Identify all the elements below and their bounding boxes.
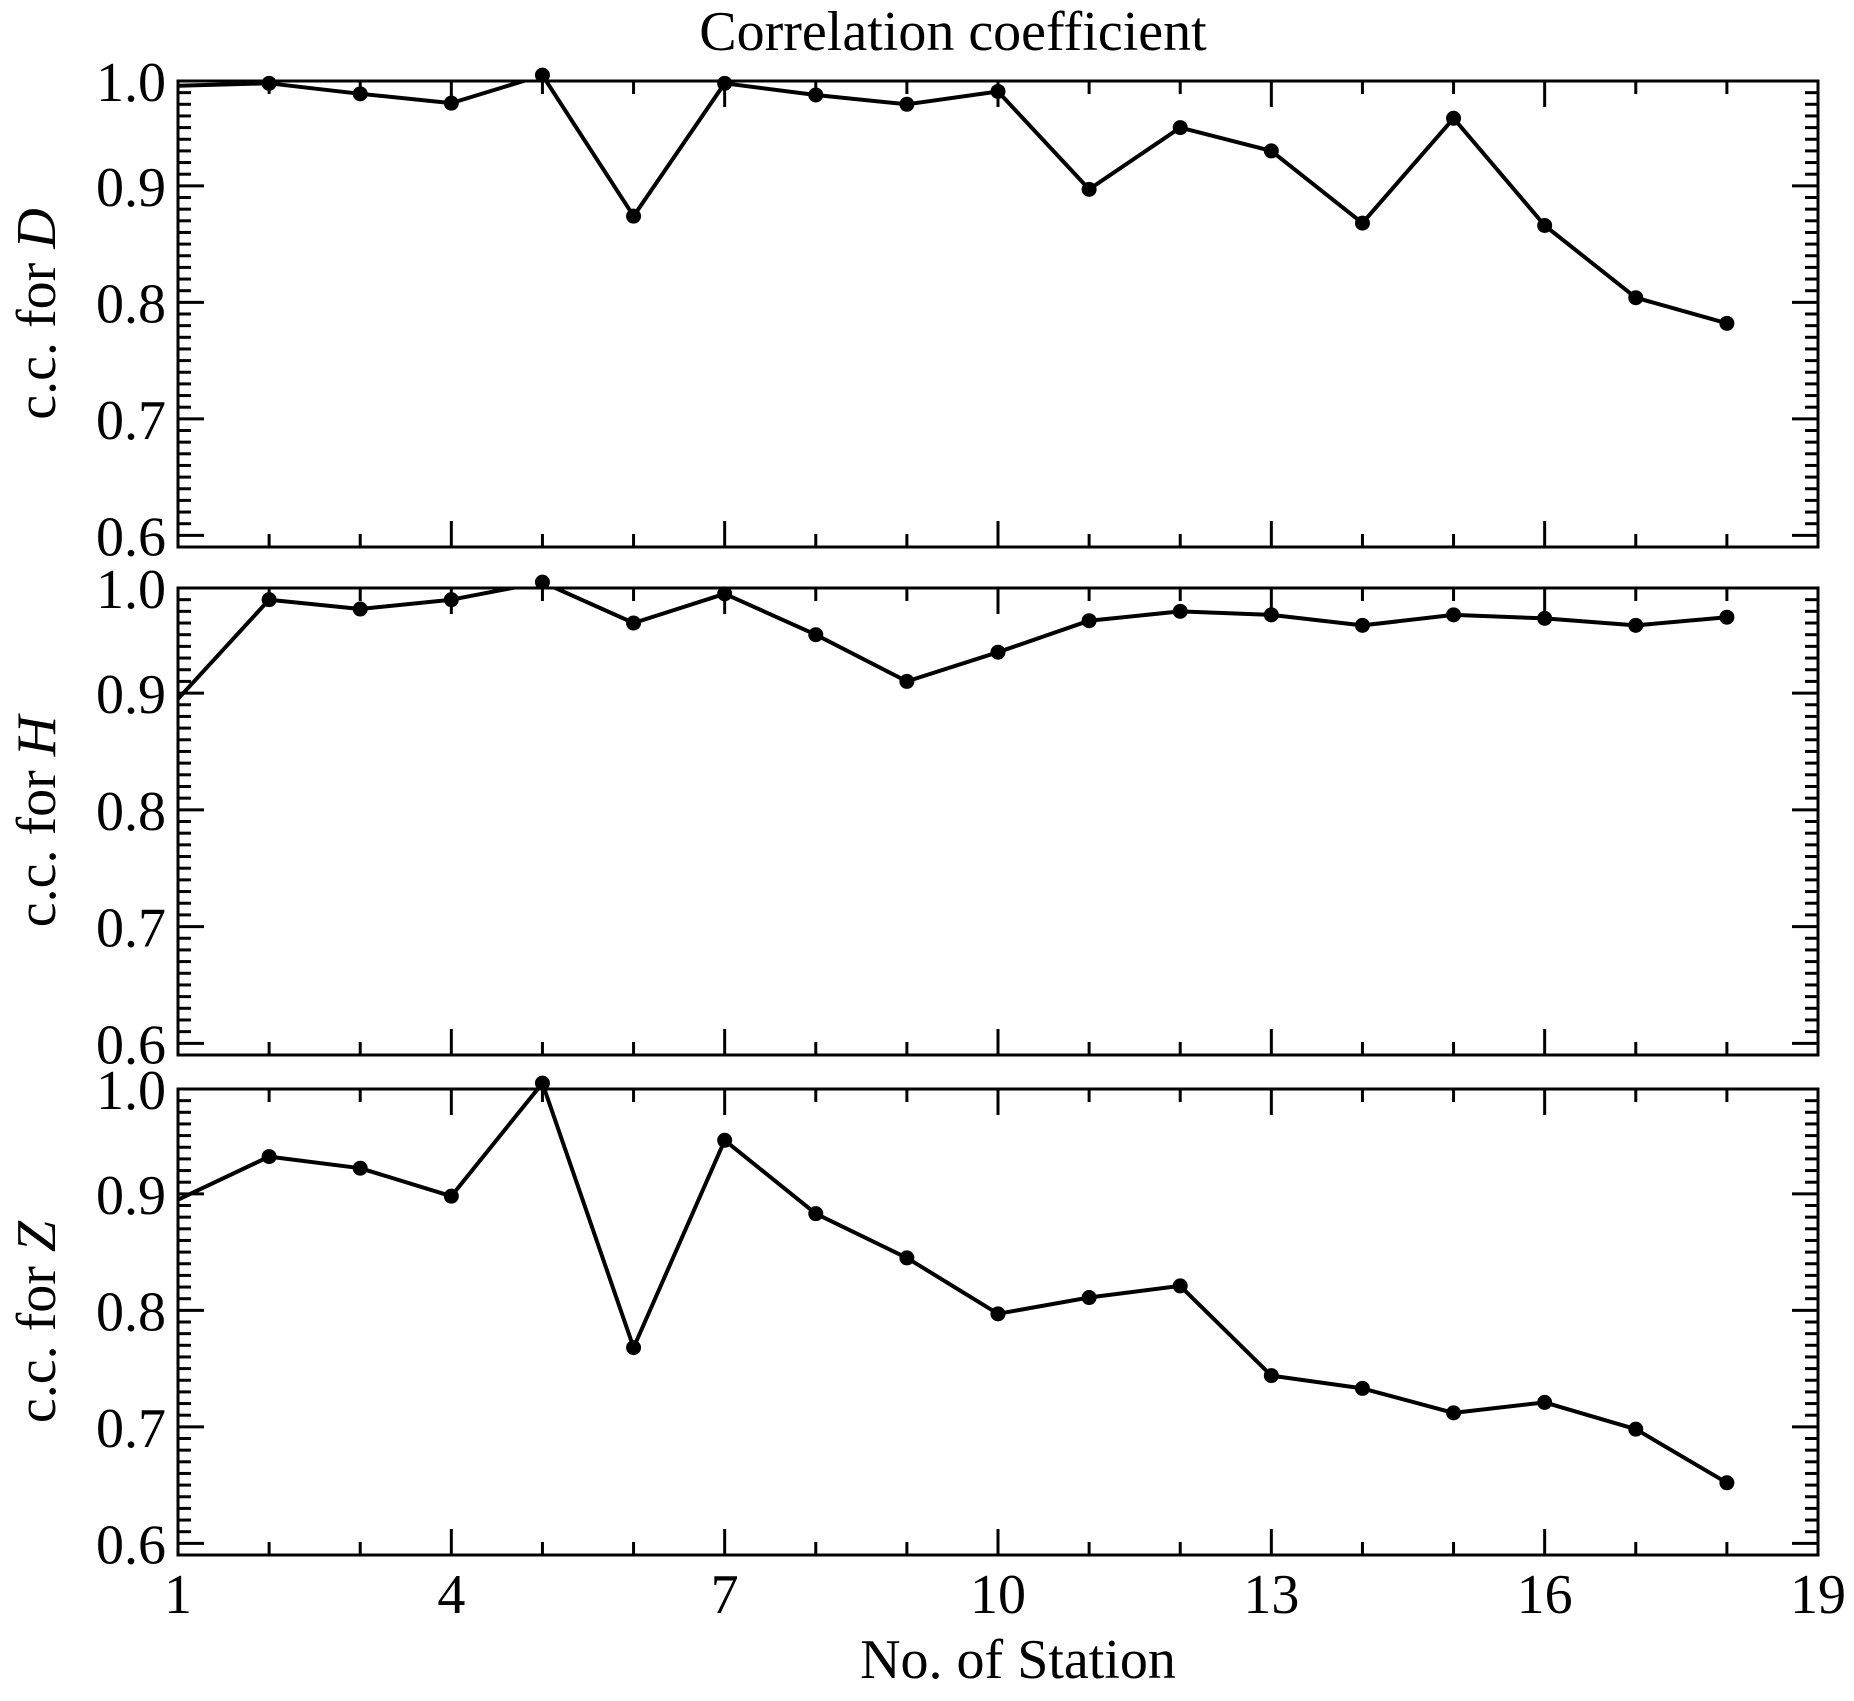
data-point [1263, 607, 1279, 623]
data-point [990, 644, 1006, 660]
y-tick-label: 0.8 [96, 273, 166, 335]
panels-group: 1.0 0.9 0.8 0.7 0.6 c.c. for D 1.0 0.9 0.8 0.7 0.6… [6, 52, 1846, 1626]
series-line [178, 81, 1728, 326]
x-axis-label: No. of Station [860, 1629, 1176, 1691]
chart-title: Correlation coefficient [699, 1, 1207, 63]
data-point [1354, 215, 1370, 231]
plot-frame [176, 1087, 1820, 1557]
data-point [626, 615, 642, 631]
y-axis-label-prefix: c.c. for [6, 249, 68, 420]
data-point [1628, 617, 1644, 633]
data-point [808, 87, 824, 103]
x-tick-label: 7 [711, 1564, 739, 1626]
data-point [808, 627, 824, 643]
data-point [626, 1340, 642, 1356]
data-point [717, 1132, 733, 1148]
y-tick-label: 0.9 [96, 1165, 166, 1227]
y-axis-label-symbol: H [6, 713, 68, 757]
data-point [1172, 120, 1188, 136]
y-tick-label: 0.6 [96, 1514, 166, 1576]
data-point [717, 586, 733, 602]
y-tick-label: 0.7 [96, 390, 166, 452]
data-point [534, 1075, 550, 1091]
y-axis-label-symbol: Z [6, 1220, 68, 1252]
x-tick-label: 13 [1243, 1564, 1299, 1626]
data-point [1081, 1290, 1097, 1306]
data-point [1354, 617, 1370, 633]
data-point [443, 1188, 459, 1204]
data-point [899, 673, 915, 689]
data-point [443, 592, 459, 608]
data-point [1172, 1278, 1188, 1294]
data-point [1446, 110, 1462, 126]
y-axis-label: c.c. for Z [6, 1220, 68, 1423]
data-point [1081, 181, 1097, 197]
data-point [1354, 1380, 1370, 1396]
y-tick-label: 0.8 [96, 781, 166, 843]
data-point [899, 1250, 915, 1266]
series-line [178, 588, 1728, 701]
data-point [1719, 1475, 1735, 1491]
panel-d: 1.0 0.9 0.8 0.7 0.6 c.c. for D [6, 52, 1820, 568]
y-tick-label: 1.0 [96, 52, 166, 114]
x-tick-label: 4 [437, 1564, 465, 1626]
data-point [717, 75, 733, 91]
data-point [1628, 290, 1644, 306]
data-point [990, 1306, 1006, 1322]
y-tick-label: 0.7 [96, 898, 166, 960]
y-tick-label: 0.7 [96, 1398, 166, 1460]
y-tick-label: 1.0 [96, 559, 166, 621]
data-point [1446, 607, 1462, 623]
y-axis-label-prefix: c.c. for [6, 1252, 68, 1423]
plot-frame [176, 79, 1820, 549]
data-point [1719, 315, 1735, 331]
data-point [1263, 1368, 1279, 1384]
y-axis-label: c.c. for H [6, 713, 68, 927]
data-point [1081, 613, 1097, 629]
data-point [808, 1206, 824, 1222]
data-point [1628, 1421, 1644, 1437]
y-tick-label: 1.0 [96, 1060, 166, 1122]
data-point [1172, 603, 1188, 619]
y-axis-label-prefix: c.c. for [6, 756, 68, 927]
data-point [534, 574, 550, 590]
data-point [899, 96, 915, 112]
x-tick-label: 1 [164, 1564, 192, 1626]
y-axis-label-symbol: D [6, 208, 68, 249]
y-tick-label: 0.9 [96, 664, 166, 726]
y-tick-label: 0.8 [96, 1281, 166, 1343]
series-line [178, 1089, 1728, 1485]
panel-z: 1.0 0.9 0.8 0.7 0.6 c.c. for Z 1 4 7 10 13 16 19 [6, 1060, 1846, 1626]
data-point [1719, 609, 1735, 625]
data-point [1537, 610, 1553, 626]
y-axis-label: c.c. for D [6, 208, 68, 419]
y-tick-label: 0.6 [96, 1014, 166, 1076]
data-point [261, 1149, 277, 1165]
x-tick-label: 10 [970, 1564, 1026, 1626]
data-point [1446, 1405, 1462, 1421]
data-point [352, 1160, 368, 1176]
data-point [534, 67, 550, 83]
data-point [990, 83, 1006, 99]
data-point [352, 86, 368, 102]
x-tick-label: 19 [1790, 1564, 1846, 1626]
panel-h: 1.0 0.9 0.8 0.7 0.6 c.c. for H [6, 559, 1820, 1076]
data-point [352, 601, 368, 617]
data-point [1537, 217, 1553, 233]
data-point [261, 592, 277, 608]
data-point [1537, 1394, 1553, 1410]
y-tick-label: 0.9 [96, 157, 166, 219]
data-point [261, 75, 277, 91]
data-point [443, 95, 459, 111]
y-tick-label: 0.6 [96, 506, 166, 568]
data-point [626, 208, 642, 224]
x-tick-label: 16 [1517, 1564, 1573, 1626]
data-point [1263, 143, 1279, 159]
